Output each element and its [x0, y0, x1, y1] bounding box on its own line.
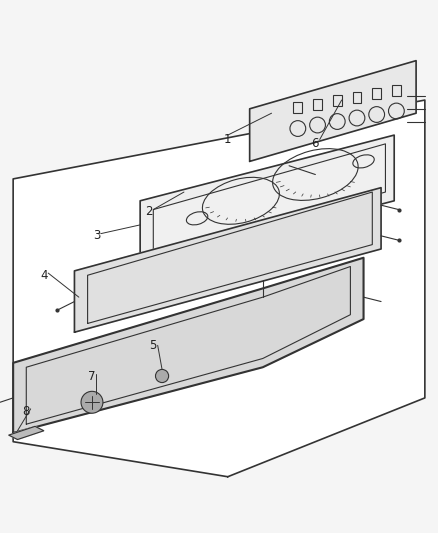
Polygon shape: [153, 144, 385, 258]
Bar: [293, 102, 302, 113]
Bar: [372, 88, 381, 99]
Polygon shape: [250, 61, 416, 161]
Text: 3: 3: [93, 229, 100, 243]
Bar: [353, 92, 361, 103]
Polygon shape: [140, 135, 394, 266]
Text: 6: 6: [311, 138, 319, 150]
Polygon shape: [9, 426, 44, 440]
Circle shape: [81, 391, 103, 413]
Text: 7: 7: [88, 369, 96, 383]
Text: 1: 1: [224, 133, 232, 146]
Polygon shape: [13, 258, 364, 433]
Text: 4: 4: [40, 269, 48, 282]
Text: 8: 8: [23, 405, 30, 417]
Bar: [313, 99, 322, 110]
Polygon shape: [13, 100, 425, 477]
Text: 5: 5: [150, 339, 157, 352]
Polygon shape: [74, 188, 381, 332]
Text: 2: 2: [145, 205, 153, 218]
Circle shape: [155, 369, 169, 383]
Bar: [333, 95, 342, 106]
Bar: [392, 85, 401, 96]
